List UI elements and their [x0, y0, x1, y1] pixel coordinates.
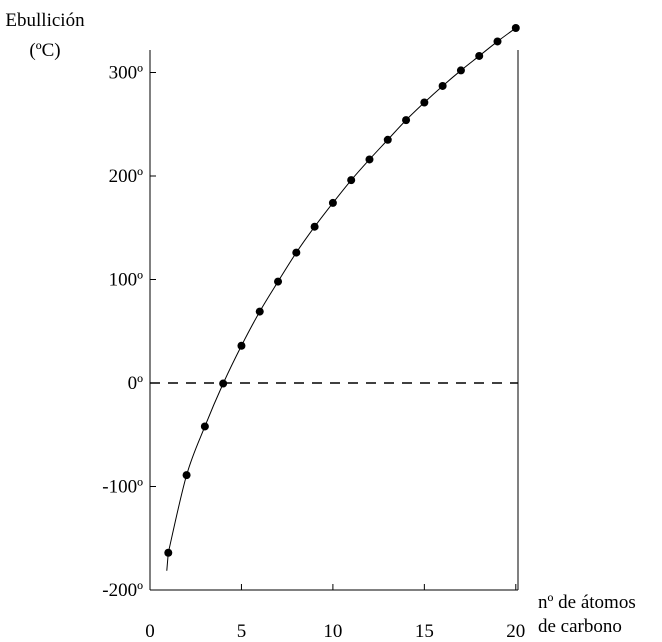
x-tick-label: 0	[145, 621, 155, 642]
data-point	[274, 277, 283, 286]
x-tick-label: 10	[323, 621, 342, 642]
data-point	[310, 222, 319, 231]
data-point	[383, 135, 392, 144]
x-tick-label: 20	[506, 621, 525, 642]
y-tick-label: 100º	[109, 270, 144, 291]
data-point	[493, 37, 502, 46]
data-point	[182, 471, 191, 480]
data-point	[292, 248, 301, 257]
data-point	[475, 51, 484, 60]
data-point	[255, 307, 264, 316]
data-point	[347, 176, 356, 185]
y-tick-label: -100º	[102, 477, 143, 498]
data-point	[511, 23, 520, 32]
y-tick-label: -200º	[102, 580, 143, 601]
y-axis-label-line2: (ºC)	[29, 40, 60, 61]
data-point	[200, 422, 209, 431]
data-point	[164, 548, 173, 557]
y-axis-label-line1: Ebullición	[5, 10, 85, 31]
data-point	[438, 81, 447, 90]
data-point	[420, 98, 429, 107]
plot-area: -200º -100º 0º 100º 200º 300º 0 5 10 15 20	[102, 23, 525, 642]
data-point	[219, 379, 228, 388]
fit-curve-line	[166, 27, 517, 571]
data-point	[365, 155, 374, 164]
y-tick-label: 200º	[109, 166, 144, 187]
x-axis-label-line2: de carbono	[538, 616, 622, 637]
data-point	[237, 341, 246, 350]
x-tick-label: 5	[237, 621, 247, 642]
data-point	[328, 198, 337, 207]
data-point	[402, 116, 411, 125]
data-point	[456, 66, 465, 75]
y-tick-label: 300º	[109, 63, 144, 84]
y-tick-label: 0º	[128, 373, 144, 394]
x-tick-label: 15	[415, 621, 434, 642]
x-axis-label-line1: nº de átomos	[538, 592, 636, 613]
